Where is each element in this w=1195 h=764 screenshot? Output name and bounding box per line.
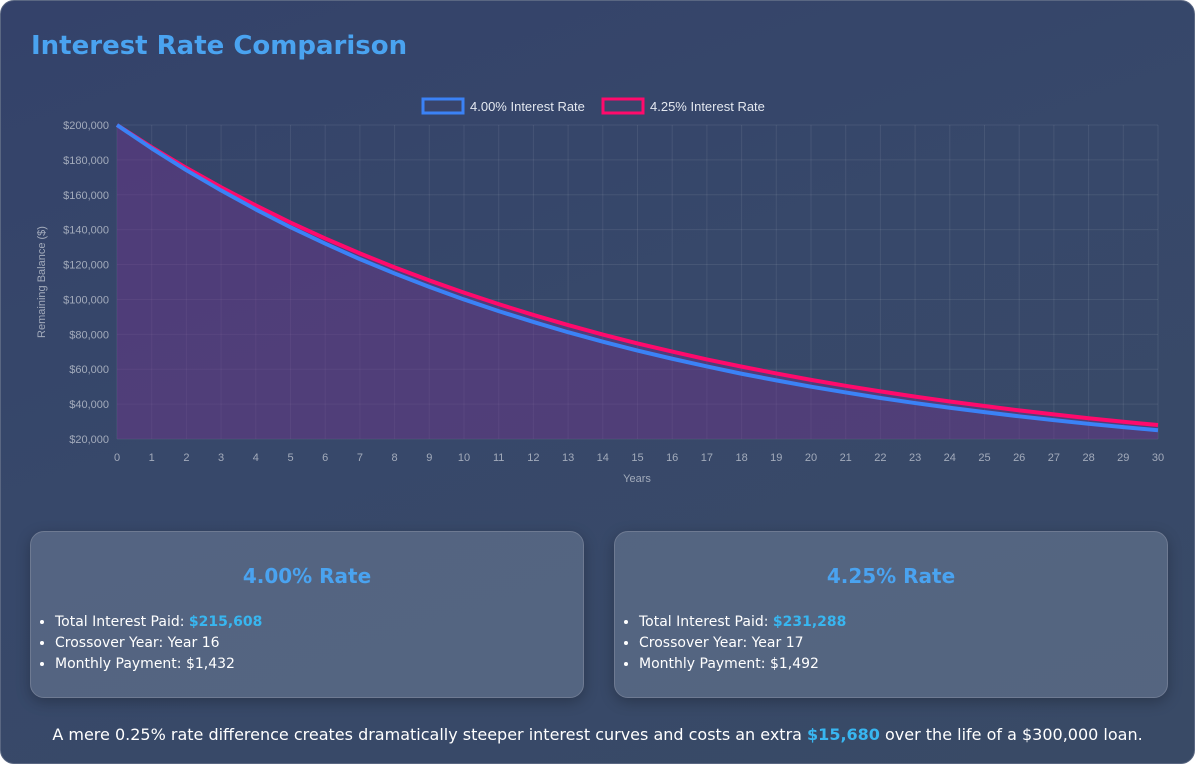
card-heading: 4.00% Rate: [242, 564, 372, 588]
monthly-payment: Monthly Payment: $1,432: [55, 654, 262, 675]
x-tick-label: 1: [149, 452, 155, 464]
x-tick-label: 23: [909, 452, 921, 464]
x-tick-label: 20: [805, 452, 817, 464]
legend-label: 4.25% Interest Rate: [650, 99, 765, 114]
x-tick-label: 6: [322, 452, 328, 464]
x-tick-label: 21: [840, 452, 852, 464]
y-tick-label: $120,000: [63, 260, 109, 272]
y-tick-label: $100,000: [63, 294, 109, 306]
x-tick-label: 11: [493, 452, 504, 464]
x-tick-label: 22: [874, 452, 886, 464]
x-tick-label: 26: [1013, 452, 1025, 464]
legend-swatch: [421, 97, 465, 115]
summary-text: A mere 0.25% rate difference creates dra…: [1, 725, 1194, 744]
y-tick-label: $140,000: [63, 225, 109, 237]
label: Total Interest Paid:: [55, 614, 189, 630]
area-fill: [117, 125, 1158, 439]
x-tick-label: 16: [666, 452, 678, 464]
x-tick-label: 12: [527, 452, 539, 464]
card-rate-4-00: 4.00% Rate Total Interest Paid: $215,608…: [30, 531, 584, 698]
y-tick-label: $80,000: [69, 329, 109, 341]
interest-value: $215,608: [188, 614, 263, 630]
legend-label: 4.00% Interest Rate: [470, 99, 585, 114]
total-interest: Total Interest Paid: $215,608: [55, 612, 262, 633]
x-tick-label: 2: [183, 452, 189, 464]
y-tick-label: $40,000: [69, 399, 109, 411]
y-tick-label: $200,000: [63, 120, 109, 132]
summary-before: A mere 0.25% rate difference creates dra…: [52, 725, 808, 744]
crossover-year: Crossover Year: Year 16: [55, 633, 262, 654]
x-tick-label: 5: [287, 452, 293, 464]
x-tick-label: 14: [597, 452, 609, 464]
monthly-payment: Monthly Payment: $1,492: [639, 654, 846, 675]
crossover-year: Crossover Year: Year 17: [639, 633, 846, 654]
x-tick-label: 7: [357, 452, 363, 464]
x-axis-title: Years: [623, 473, 651, 485]
x-tick-label: 13: [562, 452, 574, 464]
x-tick-label: 4: [253, 452, 259, 464]
balance-line-chart: $200,000 $180,000 $160,000 $140,000 $120,000…: [36, 97, 1164, 485]
x-tick-label: 3: [218, 452, 224, 464]
card-rate-4-25: 4.25% Rate Total Interest Paid: $231,288…: [614, 531, 1168, 698]
summary-after: over the life of a $300,000 loan.: [879, 725, 1143, 744]
x-tick-label: 27: [1048, 452, 1060, 464]
x-tick-label: 24: [944, 452, 956, 464]
x-tick-label: 8: [392, 452, 398, 464]
page-title: Interest Rate Comparison: [31, 31, 408, 61]
interest-value: $231,288: [772, 614, 847, 630]
x-tick-label: 9: [426, 452, 432, 464]
x-tick-label: 29: [1117, 452, 1129, 464]
extra-cost: $15,680: [807, 725, 880, 744]
y-tick-label: $160,000: [63, 190, 109, 202]
x-tick-label: 17: [701, 452, 713, 464]
card-heading: 4.25% Rate: [826, 564, 956, 588]
label: Total Interest Paid:: [639, 614, 773, 630]
x-tick-label: 0: [114, 452, 120, 464]
x-tick-label: 30: [1152, 452, 1164, 464]
y-axis-title: Remaining Balance ($): [36, 226, 48, 338]
y-tick-label: $20,000: [69, 434, 109, 446]
x-tick-label: 28: [1082, 452, 1094, 464]
x-tick-label: 18: [735, 452, 747, 464]
x-tick-label: 25: [978, 452, 990, 464]
x-tick-label: 10: [458, 452, 470, 464]
legend-swatch: [601, 97, 645, 115]
x-tick-label: 15: [631, 452, 643, 464]
x-tick-label: 19: [770, 452, 782, 464]
total-interest: Total Interest Paid: $231,288: [639, 612, 846, 633]
y-tick-label: $60,000: [69, 364, 109, 376]
y-tick-label: $180,000: [63, 155, 109, 167]
